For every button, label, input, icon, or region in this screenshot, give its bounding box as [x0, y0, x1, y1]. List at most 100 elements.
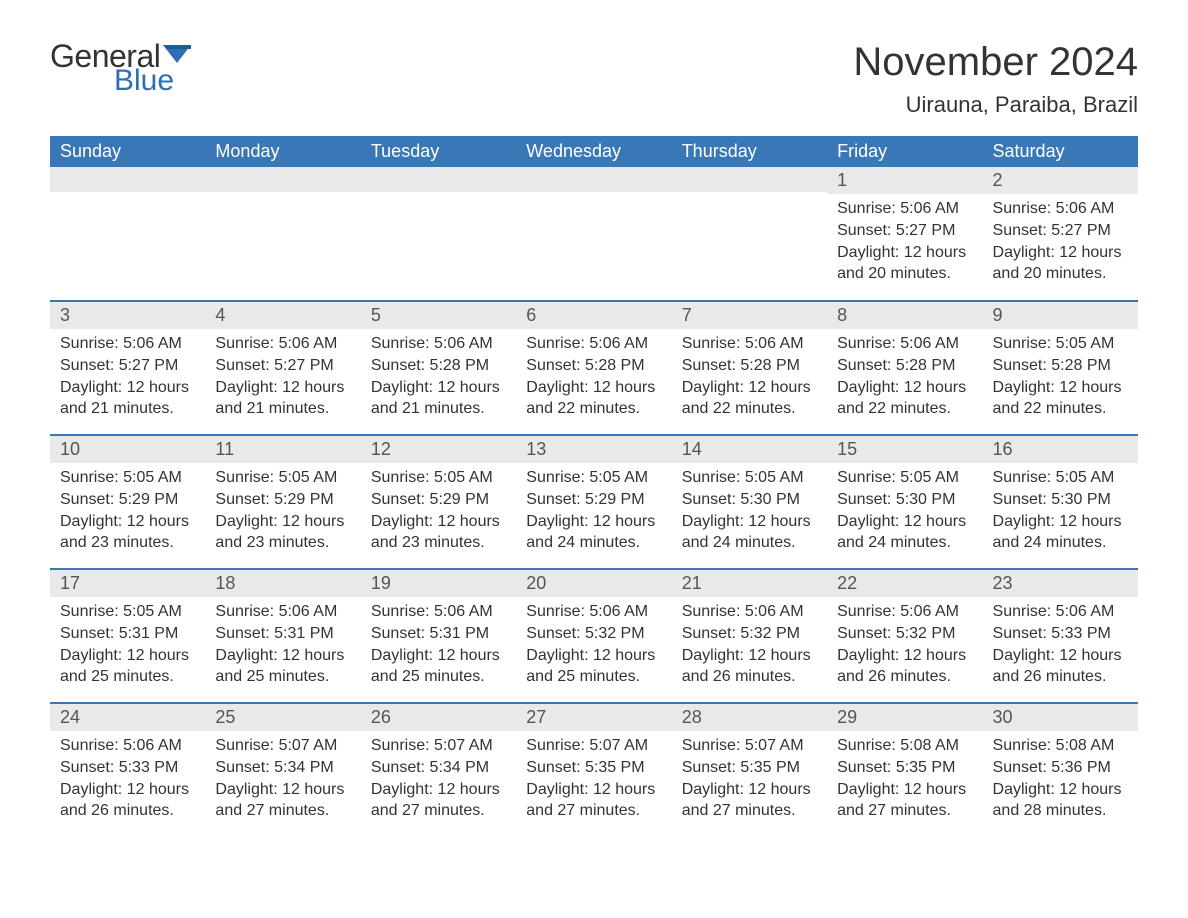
day-number: 27: [516, 704, 671, 731]
day-number: [205, 167, 360, 192]
sunset-line: Sunset: 5:28 PM: [371, 355, 508, 377]
calendar-cell: 16Sunrise: 5:05 AMSunset: 5:30 PMDayligh…: [983, 435, 1138, 569]
daylight1-line: Daylight: 12 hours: [993, 377, 1130, 399]
sunset-line: Sunset: 5:27 PM: [60, 355, 197, 377]
day-number: 7: [672, 302, 827, 329]
brand-word2: Blue: [114, 66, 191, 96]
daylight1-line: Daylight: 12 hours: [526, 511, 663, 533]
sunset-line: Sunset: 5:28 PM: [682, 355, 819, 377]
calendar-cell: [361, 167, 516, 301]
sunset-line: Sunset: 5:32 PM: [682, 623, 819, 645]
daylight2-line: and 22 minutes.: [682, 398, 819, 420]
day-number: 28: [672, 704, 827, 731]
day-number: 24: [50, 704, 205, 731]
day-number: 21: [672, 570, 827, 597]
day-details: Sunrise: 5:06 AMSunset: 5:32 PMDaylight:…: [827, 597, 982, 691]
day-details: Sunrise: 5:06 AMSunset: 5:27 PMDaylight:…: [205, 329, 360, 423]
sunset-line: Sunset: 5:29 PM: [371, 489, 508, 511]
daylight1-line: Daylight: 12 hours: [526, 779, 663, 801]
daylight2-line: and 21 minutes.: [371, 398, 508, 420]
calendar-cell: 19Sunrise: 5:06 AMSunset: 5:31 PMDayligh…: [361, 569, 516, 703]
page-header: General Blue November 2024 Uirauna, Para…: [50, 40, 1138, 118]
sunrise-line: Sunrise: 5:07 AM: [526, 735, 663, 757]
day-details: Sunrise: 5:06 AMSunset: 5:33 PMDaylight:…: [983, 597, 1138, 691]
calendar-cell: 23Sunrise: 5:06 AMSunset: 5:33 PMDayligh…: [983, 569, 1138, 703]
daylight2-line: and 26 minutes.: [993, 666, 1130, 688]
day-details: Sunrise: 5:06 AMSunset: 5:27 PMDaylight:…: [983, 194, 1138, 288]
daylight1-line: Daylight: 12 hours: [993, 645, 1130, 667]
calendar-cell: 21Sunrise: 5:06 AMSunset: 5:32 PMDayligh…: [672, 569, 827, 703]
calendar-cell: [205, 167, 360, 301]
daylight2-line: and 25 minutes.: [215, 666, 352, 688]
calendar-cell: 18Sunrise: 5:06 AMSunset: 5:31 PMDayligh…: [205, 569, 360, 703]
sunset-line: Sunset: 5:35 PM: [837, 757, 974, 779]
sunrise-line: Sunrise: 5:05 AM: [60, 601, 197, 623]
daylight2-line: and 24 minutes.: [993, 532, 1130, 554]
sunset-line: Sunset: 5:27 PM: [837, 220, 974, 242]
calendar-week: 17Sunrise: 5:05 AMSunset: 5:31 PMDayligh…: [50, 569, 1138, 703]
daylight1-line: Daylight: 12 hours: [371, 511, 508, 533]
day-number: 8: [827, 302, 982, 329]
calendar-cell: 29Sunrise: 5:08 AMSunset: 5:35 PMDayligh…: [827, 703, 982, 837]
daylight1-line: Daylight: 12 hours: [60, 645, 197, 667]
sunrise-line: Sunrise: 5:05 AM: [526, 467, 663, 489]
sunset-line: Sunset: 5:28 PM: [993, 355, 1130, 377]
daylight2-line: and 27 minutes.: [371, 800, 508, 822]
sunset-line: Sunset: 5:34 PM: [215, 757, 352, 779]
daylight1-line: Daylight: 12 hours: [60, 511, 197, 533]
day-number: [361, 167, 516, 192]
sunset-line: Sunset: 5:32 PM: [837, 623, 974, 645]
day-details: Sunrise: 5:08 AMSunset: 5:35 PMDaylight:…: [827, 731, 982, 825]
calendar-cell: 15Sunrise: 5:05 AMSunset: 5:30 PMDayligh…: [827, 435, 982, 569]
calendar-cell: 22Sunrise: 5:06 AMSunset: 5:32 PMDayligh…: [827, 569, 982, 703]
sunrise-line: Sunrise: 5:06 AM: [215, 333, 352, 355]
day-number: 30: [983, 704, 1138, 731]
day-details: Sunrise: 5:05 AMSunset: 5:29 PMDaylight:…: [361, 463, 516, 557]
sunset-line: Sunset: 5:35 PM: [682, 757, 819, 779]
day-details: Sunrise: 5:06 AMSunset: 5:28 PMDaylight:…: [361, 329, 516, 423]
calendar-week: 24Sunrise: 5:06 AMSunset: 5:33 PMDayligh…: [50, 703, 1138, 837]
day-number: 10: [50, 436, 205, 463]
sunset-line: Sunset: 5:35 PM: [526, 757, 663, 779]
sunset-line: Sunset: 5:31 PM: [60, 623, 197, 645]
day-details: Sunrise: 5:06 AMSunset: 5:31 PMDaylight:…: [205, 597, 360, 691]
sunrise-line: Sunrise: 5:05 AM: [60, 467, 197, 489]
daylight1-line: Daylight: 12 hours: [682, 645, 819, 667]
day-details: Sunrise: 5:07 AMSunset: 5:35 PMDaylight:…: [516, 731, 671, 825]
day-details: Sunrise: 5:07 AMSunset: 5:34 PMDaylight:…: [205, 731, 360, 825]
daylight1-line: Daylight: 12 hours: [837, 511, 974, 533]
calendar-body: 1Sunrise: 5:06 AMSunset: 5:27 PMDaylight…: [50, 167, 1138, 837]
calendar-cell: [50, 167, 205, 301]
daylight2-line: and 21 minutes.: [215, 398, 352, 420]
sunrise-line: Sunrise: 5:06 AM: [526, 601, 663, 623]
sunrise-line: Sunrise: 5:05 AM: [371, 467, 508, 489]
calendar-cell: 2Sunrise: 5:06 AMSunset: 5:27 PMDaylight…: [983, 167, 1138, 301]
daylight2-line: and 28 minutes.: [993, 800, 1130, 822]
day-header: Saturday: [983, 136, 1138, 167]
day-header: Wednesday: [516, 136, 671, 167]
calendar-cell: 20Sunrise: 5:06 AMSunset: 5:32 PMDayligh…: [516, 569, 671, 703]
calendar-cell: 10Sunrise: 5:05 AMSunset: 5:29 PMDayligh…: [50, 435, 205, 569]
daylight2-line: and 26 minutes.: [837, 666, 974, 688]
day-number: 25: [205, 704, 360, 731]
day-number: 5: [361, 302, 516, 329]
sunrise-line: Sunrise: 5:05 AM: [215, 467, 352, 489]
sunset-line: Sunset: 5:29 PM: [215, 489, 352, 511]
day-number: 29: [827, 704, 982, 731]
sunrise-line: Sunrise: 5:06 AM: [371, 601, 508, 623]
daylight1-line: Daylight: 12 hours: [371, 377, 508, 399]
sunrise-line: Sunrise: 5:06 AM: [837, 601, 974, 623]
day-header: Thursday: [672, 136, 827, 167]
day-details: Sunrise: 5:06 AMSunset: 5:31 PMDaylight:…: [361, 597, 516, 691]
month-title: November 2024: [853, 40, 1138, 84]
daylight1-line: Daylight: 12 hours: [526, 645, 663, 667]
day-details: Sunrise: 5:05 AMSunset: 5:30 PMDaylight:…: [983, 463, 1138, 557]
day-number: 9: [983, 302, 1138, 329]
daylight1-line: Daylight: 12 hours: [60, 377, 197, 399]
calendar-cell: 1Sunrise: 5:06 AMSunset: 5:27 PMDaylight…: [827, 167, 982, 301]
calendar-cell: 8Sunrise: 5:06 AMSunset: 5:28 PMDaylight…: [827, 301, 982, 435]
sunrise-line: Sunrise: 5:08 AM: [993, 735, 1130, 757]
sunset-line: Sunset: 5:32 PM: [526, 623, 663, 645]
calendar-cell: 11Sunrise: 5:05 AMSunset: 5:29 PMDayligh…: [205, 435, 360, 569]
day-details: Sunrise: 5:05 AMSunset: 5:30 PMDaylight:…: [672, 463, 827, 557]
